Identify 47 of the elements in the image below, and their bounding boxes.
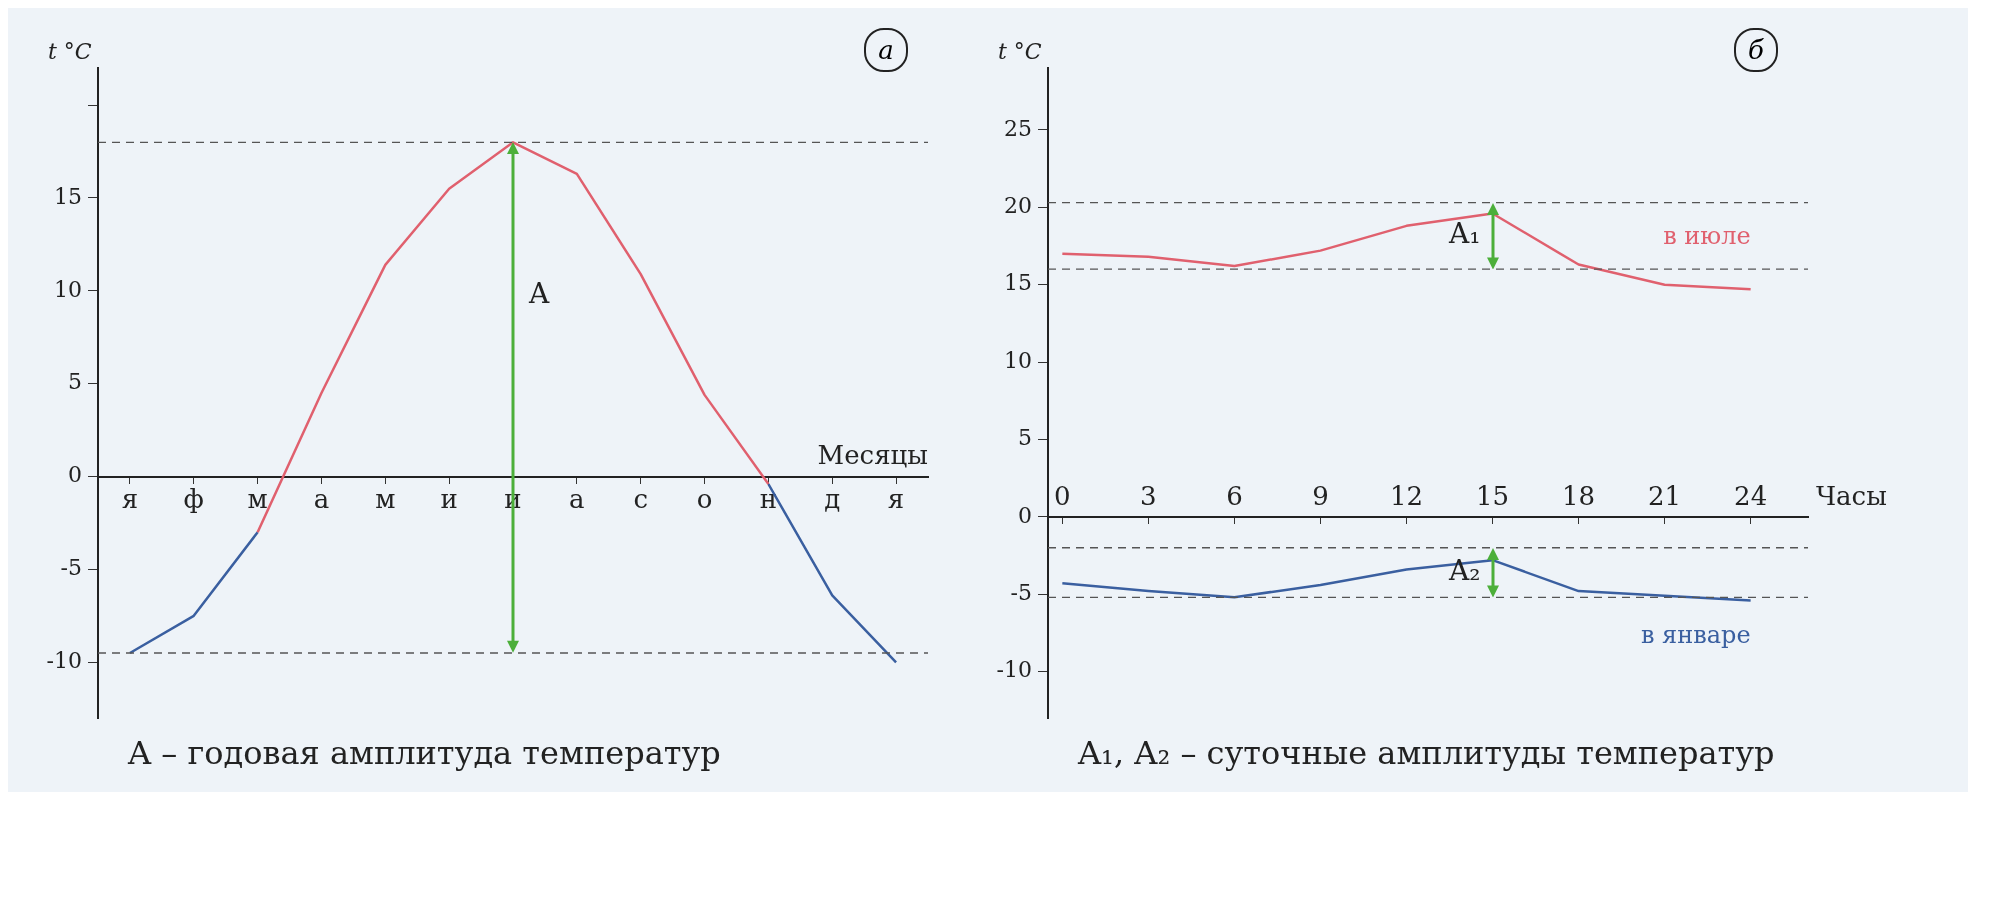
annotation: A₁	[1448, 217, 1481, 251]
text: A – годовая амплитуда температур	[128, 734, 722, 772]
x-tick-label: с	[633, 483, 648, 514]
x-tick-label: а	[569, 483, 585, 514]
x-tick-label: 15	[1475, 480, 1510, 511]
y-tick-label: -5	[60, 555, 82, 581]
x-tick-label: 6	[1226, 480, 1243, 511]
x-tick-label: 24	[1734, 480, 1768, 511]
annotation: A₂	[1448, 553, 1481, 587]
x-tick-label: ф	[183, 483, 204, 514]
x-tick-label: я	[121, 483, 139, 514]
x-tick-label: о	[696, 483, 713, 514]
x-tick-label: 3	[1140, 480, 1157, 511]
series-label: в июле	[1663, 221, 1751, 250]
x-tick-label: м	[247, 483, 268, 514]
x-tick-label: н	[759, 483, 778, 514]
x-tick-label: 0	[1054, 480, 1071, 511]
y-tick-label: 10	[54, 276, 82, 302]
y-tick-label: 20	[1004, 193, 1032, 218]
x-tick-label: д	[824, 483, 841, 514]
x-tick-label: м	[375, 483, 396, 514]
y-tick-label: 5	[1018, 425, 1032, 451]
series-label: в январе	[1640, 620, 1751, 649]
x-tick-label: я	[887, 483, 905, 514]
x-tick-label: и	[440, 483, 458, 514]
y-tick-label: -10	[996, 657, 1032, 683]
annotation: A	[528, 276, 550, 310]
y-tick-label: 0	[68, 462, 82, 488]
x-tick-label: 12	[1389, 480, 1424, 511]
x-tick-label: а	[313, 483, 330, 514]
y-tick-label: 10	[1004, 347, 1032, 373]
x-tick-label: 18	[1562, 480, 1596, 511]
y-tick-label: 15	[1004, 270, 1032, 296]
chart-title: б	[1734, 28, 1778, 72]
y-tick-label: -5	[1010, 579, 1032, 605]
x-tick-label: 21	[1648, 480, 1682, 511]
y-tick-label: -10	[46, 648, 82, 673]
x-axis-title: Часы	[1816, 480, 1887, 511]
y-axis-title: t °C	[48, 38, 92, 64]
y-tick-label: 25	[1004, 115, 1032, 141]
y-axis-title: t °C	[998, 38, 1042, 64]
y-tick-label: 15	[54, 183, 82, 209]
x-tick-label: 9	[1312, 480, 1329, 511]
text: A₁, A₂ – суточные амплитуды температур	[1078, 734, 1776, 772]
y-tick-label: 5	[68, 369, 82, 395]
x-axis-title: Месяцы	[817, 440, 928, 471]
chart-title: а	[864, 28, 908, 72]
